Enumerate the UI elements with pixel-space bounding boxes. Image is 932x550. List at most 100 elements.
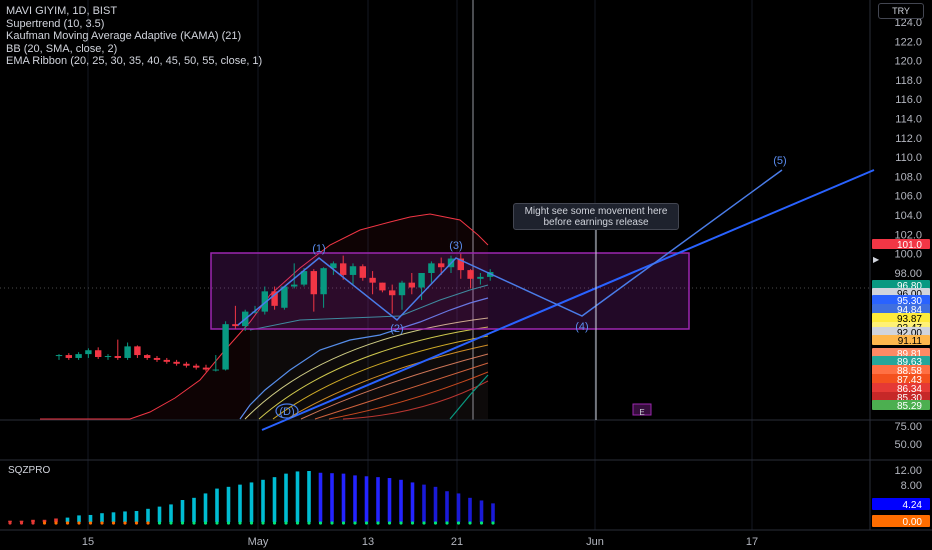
legend-indicator-kama[interactable]: Kaufman Moving Average Adaptive (KAMA) (… <box>6 30 242 42</box>
price-badge-bg-5 <box>872 313 930 323</box>
ema-ribbon-7 <box>342 380 489 420</box>
price-badge-bg-11 <box>872 365 930 375</box>
price-badge-bg-4 <box>872 304 930 314</box>
price-tick-10: 104.0 <box>894 210 922 222</box>
chart-legend: MAVI GIYIM, 1D, BIST Supertrend (10, 3.5… <box>6 5 262 68</box>
sqz-dot <box>295 521 300 525</box>
sqz-badge-1: 0.00 <box>903 517 923 528</box>
price-badge-8: 91.11 <box>898 336 923 347</box>
sqz-badge-bg-1 <box>872 515 930 527</box>
sqzpro-label[interactable]: SQZPRO <box>8 465 51 476</box>
sqz-dot <box>226 521 231 525</box>
candle-body <box>55 355 63 357</box>
sqz-dot <box>468 521 472 525</box>
candle-body <box>349 266 357 275</box>
price-tick-4: 116.0 <box>895 94 922 106</box>
candle-body <box>104 356 112 358</box>
wave-label-2: (3) <box>449 240 462 252</box>
sqz-bar <box>295 471 300 522</box>
currency-badge[interactable]: TRY <box>878 3 924 19</box>
sqz-bar <box>100 513 104 522</box>
candle-body <box>212 369 219 371</box>
candle-body <box>310 271 317 295</box>
sqz-dot <box>399 521 403 525</box>
sqz-dot <box>31 521 35 525</box>
elliott-wave-path <box>237 169 783 326</box>
annotation-note[interactable]: Might see some movement here before earn… <box>513 203 679 230</box>
sqz-bar <box>180 500 185 522</box>
grid <box>0 0 870 530</box>
time-axis[interactable]: 15 May 13 21 Jun 17 <box>0 529 932 548</box>
sqz-dot <box>491 521 495 525</box>
sqz-dot <box>307 521 311 525</box>
sqz-bar <box>203 493 208 522</box>
sqz-bar <box>157 506 162 522</box>
sqz-bar <box>111 512 116 522</box>
trend-line <box>261 169 875 431</box>
candle-body <box>193 365 200 368</box>
sqz-badge-0: 4.24 <box>903 500 923 511</box>
price-badge-2: 96.00 <box>897 289 922 300</box>
sqz-dot <box>353 521 357 525</box>
earnings-marker-box <box>632 403 652 416</box>
sqz-dot <box>88 521 93 525</box>
sqz-dot <box>19 521 24 525</box>
candle-body <box>389 290 396 296</box>
candle-body <box>124 346 131 358</box>
sqz-bar <box>479 500 484 522</box>
sqz-dot <box>318 521 323 525</box>
legend-indicator-ema-ribbon[interactable]: EMA Ribbon (20, 25, 30, 35, 40, 45, 50, … <box>6 55 263 67</box>
sqz-dot <box>157 521 162 525</box>
sqz-dot <box>330 521 334 525</box>
sqz-dot <box>134 521 139 525</box>
legend-title[interactable]: MAVI GIYIM, 1D, BIST <box>6 5 118 17</box>
sqz-bar <box>77 515 81 522</box>
price-tick-12: 100.0 <box>894 249 922 261</box>
sqz-tick-0: 12.00 <box>894 465 922 477</box>
candle-body <box>320 268 327 295</box>
sqz-dot <box>65 521 70 525</box>
drawing-lines[interactable] <box>237 169 875 431</box>
price-badge-13: 86.34 <box>897 384 922 395</box>
sqz-bar <box>410 482 415 522</box>
sqz-histogram <box>8 471 495 525</box>
sqz-dot <box>249 521 254 525</box>
sqz-dot <box>169 521 173 525</box>
sqz-dot <box>54 521 58 525</box>
price-badge-11: 88.58 <box>897 366 922 377</box>
sqz-dot <box>341 521 346 525</box>
sqz-dot <box>364 521 369 525</box>
sqz-dot <box>215 521 219 525</box>
sqz-dot <box>272 521 277 525</box>
candle-body <box>369 277 376 283</box>
candle-body <box>75 354 82 358</box>
sqz-bar <box>31 519 35 522</box>
price-badge-9: 89.81 <box>897 349 922 360</box>
bollinger-upper <box>40 213 489 420</box>
candle-body <box>379 282 386 291</box>
price-tick-11: 102.0 <box>894 229 922 241</box>
candle-body <box>408 282 415 288</box>
price-badge-14: 85.30 <box>897 393 922 404</box>
sqz-bar <box>491 503 495 522</box>
sqz-bar <box>284 473 288 522</box>
legend-indicator-supertrend[interactable]: Supertrend (10, 3.5) <box>6 17 105 30</box>
ema-ribbon-4 <box>300 353 489 420</box>
sqz-bar <box>65 517 70 522</box>
sqz-dot <box>42 521 47 525</box>
sqz-dot <box>456 521 461 525</box>
sqz-dot <box>445 521 449 525</box>
sqz-bar <box>364 476 369 522</box>
sqz-dot <box>180 521 185 525</box>
price-badge-bg-14 <box>872 392 930 402</box>
sqz-bar <box>19 520 24 522</box>
price-axis[interactable]: 124.0 122.0 120.0 118.0 116.0 114.0 112.0 110.0… <box>872 17 930 528</box>
candle-body <box>428 263 435 274</box>
sqz-dot <box>8 521 12 525</box>
candle-body <box>232 324 239 327</box>
sqz-bar <box>318 472 323 522</box>
sqz-bar <box>261 479 265 522</box>
sqz-bar <box>433 486 438 522</box>
legend-indicator-bb[interactable]: BB (20, SMA, close, 2) <box>6 42 118 55</box>
